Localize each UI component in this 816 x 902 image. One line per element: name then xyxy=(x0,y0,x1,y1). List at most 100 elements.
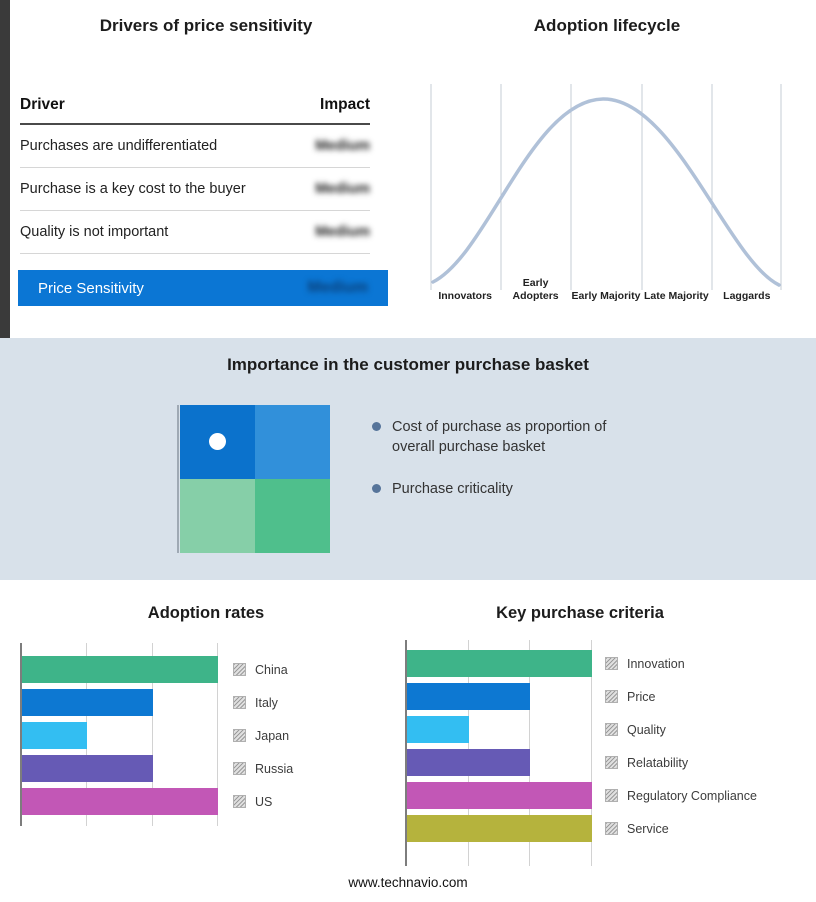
drivers-panel-title: Drivers of price sensitivity xyxy=(99,16,313,35)
legend-item-service: Service xyxy=(605,815,757,842)
bar-row xyxy=(407,683,592,710)
price-sensitivity-impact: Medium xyxy=(307,279,368,296)
bar-row xyxy=(407,716,592,743)
basket-section-title: Importance in the customer purchase bask… xyxy=(227,355,589,374)
bar-china xyxy=(22,656,218,683)
chart-title: Adoption rates xyxy=(147,604,265,622)
drivers-table: Driver Impact Purchases are undifferenti… xyxy=(20,96,370,254)
bar-row xyxy=(22,656,218,683)
chart-plot xyxy=(405,640,592,866)
legend-swatch-icon xyxy=(233,762,246,775)
drivers-table-header: Driver Impact xyxy=(20,96,370,125)
legend-item-regulatory-compliance: Regulatory Compliance xyxy=(605,782,757,809)
legend-label: China xyxy=(255,662,288,677)
bar-row xyxy=(22,689,218,716)
bullet-icon xyxy=(372,422,381,431)
legend-swatch-icon xyxy=(233,795,246,808)
bar-italy xyxy=(22,689,153,716)
legend-label: Italy xyxy=(255,695,278,710)
bar-quality xyxy=(407,716,469,743)
bullet-text: Purchase criticality xyxy=(392,480,513,497)
stage-label: Laggards xyxy=(723,290,771,303)
lifecycle-curve xyxy=(431,97,781,287)
legend-item-italy: Italy xyxy=(233,689,293,716)
legend-swatch-icon xyxy=(233,663,246,676)
bar-row xyxy=(22,788,218,815)
bar-row xyxy=(22,722,218,749)
legend-item-us: US xyxy=(233,788,293,815)
legend-item-relatability: Relatability xyxy=(605,749,757,776)
legend-label: Service xyxy=(627,821,669,836)
table-row: Quality is not important Medium xyxy=(20,211,370,254)
stage-label: Early Adopters xyxy=(512,276,559,303)
driver-text: Purchase is a key cost to the buyer xyxy=(20,181,246,197)
legend-item-quality: Quality xyxy=(605,716,757,743)
purchase-basket-quadrant xyxy=(180,405,330,553)
column-header-driver: Driver xyxy=(20,96,65,113)
legend-swatch-icon xyxy=(605,723,618,736)
legend-swatch-icon xyxy=(233,696,246,709)
legend-swatch-icon xyxy=(233,729,246,742)
list-item: Purchase criticality xyxy=(372,479,662,499)
gridline xyxy=(151,643,153,826)
legend-item-china: China xyxy=(233,656,293,683)
bar-regulatory-compliance xyxy=(407,782,592,809)
chart-plot xyxy=(20,643,218,826)
bullet-icon xyxy=(372,483,381,493)
lifecycle-panel-title: Adoption lifecycle xyxy=(533,16,681,35)
legend-swatch-icon xyxy=(605,789,618,802)
legend-swatch-icon xyxy=(605,822,618,835)
driver-text: Quality is not important xyxy=(20,224,169,240)
bar-innovation xyxy=(407,650,592,677)
stage-label: Early Majority xyxy=(571,290,641,303)
list-item: Cost of purchase as proportion of overal… xyxy=(372,417,662,458)
chart-legend: China Italy Japan Russia US xyxy=(233,643,293,815)
left-edge-strip xyxy=(0,0,10,338)
impact-value: Medium xyxy=(315,224,370,240)
driver-text: Purchases are undifferentiated xyxy=(20,138,218,154)
gridline xyxy=(217,643,218,826)
bar-row xyxy=(22,755,218,782)
quadrant-marker-dot xyxy=(209,433,226,450)
legend-item-russia: Russia xyxy=(233,755,293,782)
legend-swatch-icon xyxy=(605,690,618,703)
bar-row xyxy=(407,782,592,809)
chart-title: Key purchase criteria xyxy=(496,604,664,622)
bar-relatability xyxy=(407,749,531,776)
legend-swatch-icon xyxy=(605,657,618,670)
footer-url: www.technavio.com xyxy=(348,875,468,890)
legend-label: Innovation xyxy=(627,656,685,671)
quadrant-axis-line xyxy=(177,405,179,553)
lifecycle-stage-labels: Innovators Early Adopters Early Majority… xyxy=(430,268,782,306)
bar-russia xyxy=(22,755,153,782)
price-sensitivity-bar: Price Sensitivity Medium xyxy=(18,270,388,306)
bar-row xyxy=(407,749,592,776)
lifecycle-chart xyxy=(430,84,782,290)
stage-label: Innovators xyxy=(438,290,493,303)
legend-label: Russia xyxy=(255,761,294,776)
legend-label: Quality xyxy=(627,722,666,737)
basket-bullet-list: Cost of purchase as proportion of overal… xyxy=(372,417,662,520)
basket-section xyxy=(0,338,816,580)
column-header-impact: Impact xyxy=(320,96,370,113)
bullet-text: Cost of purchase as proportion of overal… xyxy=(392,419,607,456)
quadrant-cell-top-right xyxy=(255,405,330,479)
legend-label: Regulatory Compliance xyxy=(627,788,757,803)
bar-row xyxy=(407,650,592,677)
legend-item-innovation: Innovation xyxy=(605,650,757,677)
bar-us xyxy=(22,788,218,815)
table-row: Purchases are undifferentiated Medium xyxy=(20,125,370,168)
impact-value: Medium xyxy=(315,138,370,154)
bar-japan xyxy=(22,722,88,749)
legend-item-japan: Japan xyxy=(233,722,293,749)
legend-label: US xyxy=(255,794,273,809)
gridline xyxy=(591,640,592,866)
stage-label: Late Majority xyxy=(644,290,709,303)
table-row: Purchase is a key cost to the buyer Medi… xyxy=(20,168,370,211)
lifecycle-gridlines xyxy=(430,84,782,290)
legend-label: Japan xyxy=(255,728,290,743)
chart-legend: Innovation Price Quality Relatability Regula… xyxy=(605,640,757,842)
bar-price xyxy=(407,683,531,710)
bar-row xyxy=(407,815,592,842)
